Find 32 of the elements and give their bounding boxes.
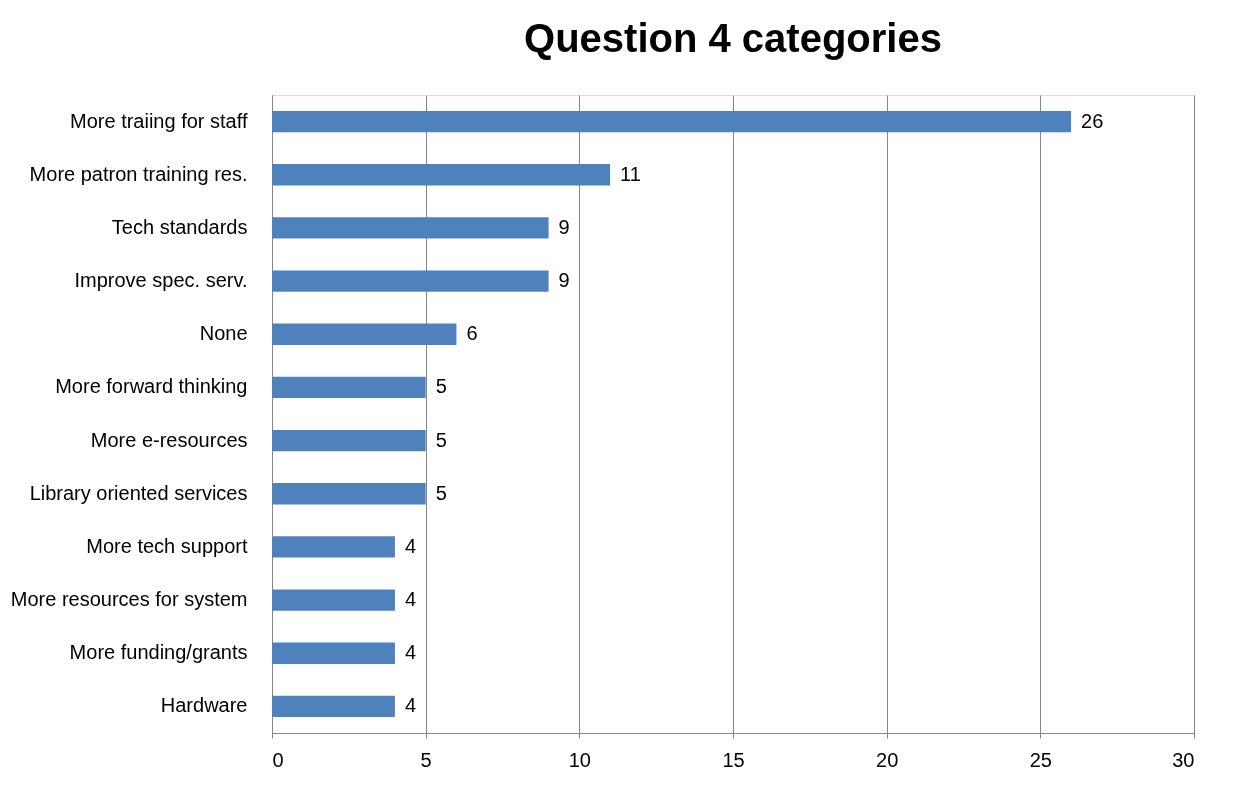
x-tick-label: 10 — [568, 748, 591, 771]
y-tick-label: More tech support — [86, 534, 248, 557]
y-tick-label: More traiing for staff — [70, 109, 248, 132]
y-tick-label: More forward thinking — [55, 375, 248, 398]
data-label: 4 — [404, 694, 417, 717]
y-tick-label: More funding/grants — [69, 641, 248, 664]
y-tick-label: More resources for system — [10, 588, 248, 611]
chart-title: Question 4 categories — [524, 16, 942, 60]
y-tick-label: Hardware — [160, 694, 248, 717]
data-label: 4 — [404, 588, 417, 611]
x-tick-label: 5 — [420, 748, 432, 771]
data-label: 5 — [435, 375, 447, 398]
x-tick-label: 25 — [1029, 748, 1052, 771]
data-label: 9 — [558, 215, 570, 238]
x-tick-label: 20 — [876, 748, 899, 771]
y-tick-label: More e-resources — [90, 428, 248, 451]
y-tick-label: Improve spec. serv. — [74, 269, 248, 292]
y-tick-label: More patron training res. — [29, 162, 248, 185]
data-label: 6 — [466, 322, 478, 345]
data-label: 11 — [620, 162, 641, 185]
data-label: 4 — [404, 534, 417, 557]
y-tick-label: Tech standards — [111, 215, 248, 238]
data-label: 4 — [404, 641, 417, 664]
x-tick-label: 30 — [1172, 748, 1195, 771]
x-tick-label: 0 — [272, 748, 284, 771]
data-label: 5 — [435, 481, 447, 504]
x-tick-label: 15 — [722, 748, 745, 771]
y-tick-label: Library oriented services — [29, 481, 248, 504]
data-label: 9 — [558, 269, 570, 292]
data-label: 5 — [435, 428, 447, 451]
data-label: 26 — [1081, 109, 1104, 132]
y-tick-label: None — [199, 322, 248, 345]
